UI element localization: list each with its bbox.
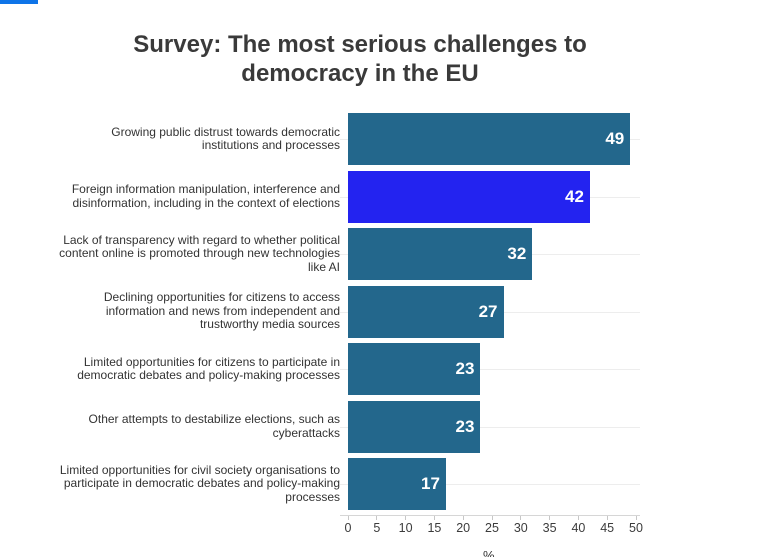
x-axis-tick: [549, 516, 551, 520]
chart-title-line1: Survey: The most serious challenges to: [133, 31, 587, 58]
bar: 23: [348, 343, 481, 395]
bar-label: Growing public distrust towards democrat…: [111, 124, 340, 152]
bar-value-label: 49: [605, 129, 625, 148]
row-gridline: [340, 484, 640, 485]
row-gridline: [340, 426, 640, 428]
x-axis-tick: [405, 516, 407, 520]
row-gridline: [340, 369, 640, 370]
x-axis-unit-label: %: [483, 548, 495, 557]
bar-value-label: 17: [420, 474, 440, 493]
x-axis-tick: [433, 516, 435, 520]
x-axis-tick: [462, 516, 464, 520]
x-axis-tick-label: 50: [629, 521, 643, 535]
bar: 27: [348, 285, 504, 338]
x-axis-tick-label: 5: [373, 521, 381, 535]
x-axis-tick-label: 35: [542, 521, 557, 535]
bar: 42: [348, 170, 590, 223]
x-axis-tick-label: 40: [571, 521, 586, 535]
x-axis-tick-label: 10: [398, 521, 413, 535]
x-axis-tick-label: 30: [513, 521, 528, 535]
x-axis-tick: [376, 516, 378, 520]
bar-value-label: 23: [455, 359, 475, 378]
x-axis-tick: [606, 516, 608, 520]
bar: 49: [348, 113, 631, 165]
bar-label: Limited opportunities for citizens to pa…: [77, 354, 340, 382]
x-axis-tick-label: 25: [485, 521, 499, 535]
x-axis-tick: [491, 516, 493, 520]
x-axis-tick-label: 15: [427, 521, 442, 535]
x-axis-line: [340, 515, 640, 516]
bar-label: Declining opportunities for citizens to …: [103, 290, 340, 332]
accent-bar: [0, 0, 38, 4]
x-axis-tick-label: 45: [600, 521, 615, 535]
bar: 32: [348, 228, 533, 280]
chart-title: Survey: The most serious challenges to d…: [0, 30, 720, 88]
bar-label: Other attempts to destabilize elections,…: [88, 412, 340, 440]
bar-label: Lack of transparency with regard to whet…: [59, 232, 340, 274]
bar-label: Foreign information manipulation, interf…: [71, 182, 340, 210]
x-axis-tick-label: 0: [344, 521, 352, 535]
bar-value-label: 27: [478, 301, 498, 321]
chart-title-line2: democracy in the EU: [241, 60, 479, 87]
x-axis-tick: [347, 516, 349, 520]
x-axis-tick: [577, 516, 579, 520]
bar-value-label: 32: [507, 244, 527, 263]
x-axis-tick: [520, 516, 522, 520]
x-axis-tick: [635, 516, 637, 520]
bar: 17: [348, 458, 446, 510]
bar-label: Limited opportunities for civil society …: [59, 462, 340, 504]
x-axis-tick-label: 20: [456, 521, 471, 535]
bar: 23: [348, 400, 481, 453]
bar-value-label: 42: [564, 186, 584, 206]
bar-value-label: 23: [455, 416, 475, 436]
